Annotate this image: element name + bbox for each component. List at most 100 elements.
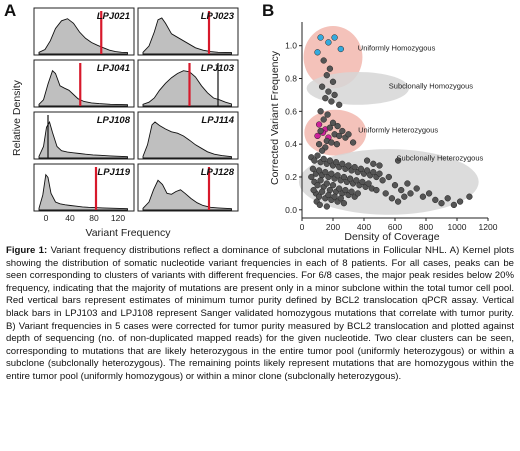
data-point-gray (379, 177, 386, 184)
data-point-gray (365, 180, 372, 187)
density-curve (142, 179, 232, 211)
data-point-gray (376, 162, 383, 169)
data-point-gray (320, 155, 327, 163)
data-point-gray (370, 168, 377, 176)
data-point-gray (323, 203, 330, 210)
data-point-gray (332, 159, 340, 166)
panel-a-ylabel: Relative Density (11, 79, 23, 156)
panel-a-xlabel: Variant Frequency (85, 227, 171, 239)
y-tick-label: 0.6 (285, 106, 297, 116)
data-point-gray (317, 127, 324, 135)
data-point-gray (326, 124, 334, 131)
data-point-gray (329, 119, 337, 126)
figure: A Relative Density LPJ021 LPJ023 LPJ041 LPJ… (4, 1, 498, 242)
data-point-gray (340, 173, 348, 181)
cluster-label: Uniformly Heterozygous (358, 126, 438, 135)
data-point-magenta (314, 132, 321, 140)
data-point-gray (334, 122, 341, 130)
data-point-gray (353, 177, 360, 184)
data-point-gray (326, 157, 334, 164)
data-point-gray (333, 141, 341, 148)
data-point-gray (340, 200, 348, 207)
data-point-gray (320, 57, 327, 64)
density-curve (142, 17, 232, 55)
density-curve (38, 69, 128, 107)
data-point-gray (382, 190, 389, 197)
x-tick-label: 1000 (448, 222, 467, 232)
x-tick-label: 1200 (479, 222, 498, 232)
data-point-gray (394, 157, 402, 164)
data-point-gray (318, 83, 326, 90)
panel-a-xtick: 120 (111, 213, 125, 223)
data-point-gray (388, 195, 396, 202)
data-point-gray (331, 91, 338, 99)
data-point-gray (336, 132, 343, 140)
data-point-cyan (317, 34, 324, 41)
data-point-gray (310, 186, 317, 194)
data-point-gray (363, 157, 371, 164)
panel-a-letter: A (4, 1, 16, 20)
data-point-gray (376, 170, 383, 177)
cluster-label: Uniformly Homozygous (358, 44, 436, 53)
data-point-gray (323, 180, 330, 187)
data-point-gray (316, 201, 323, 209)
data-point-gray (351, 163, 358, 171)
data-point-gray (315, 141, 323, 148)
data-point-gray (354, 190, 361, 197)
data-point-gray (385, 173, 392, 181)
kernel-panel-lpj023: LPJ023 (137, 7, 239, 56)
data-point-gray (346, 175, 354, 182)
kernel-panel-lpj021: LPJ021 (33, 7, 135, 56)
panel-b-letter: B (262, 1, 274, 20)
data-point-gray (394, 198, 402, 205)
data-point-gray (326, 65, 334, 72)
data-point-gray (325, 88, 332, 95)
density-curve (142, 121, 232, 159)
data-point-gray (323, 72, 330, 79)
data-point-gray (373, 186, 380, 194)
data-point-gray (318, 147, 326, 154)
data-point-gray (336, 185, 343, 192)
panel-b-ylabel: Corrected Variant Frequency (269, 50, 281, 185)
data-point-cyan (331, 34, 338, 41)
data-point-gray (328, 139, 335, 146)
data-point-gray (348, 188, 355, 195)
density-curve (38, 18, 128, 55)
data-point-cyan (314, 49, 321, 56)
data-point-gray (444, 195, 451, 202)
kernel-panel-lpj119: LPJ119 (33, 163, 135, 212)
data-point-gray (325, 191, 332, 199)
data-point-magenta (315, 121, 323, 128)
kernel-panel-lpj108: LPJ108 (33, 111, 135, 160)
caption-label: Figure 1: (6, 245, 48, 256)
case-label: LPJ114 (201, 115, 234, 126)
kernel-panel-lpj128: LPJ128 (137, 163, 239, 212)
data-point-gray (320, 116, 327, 123)
data-point-cyan (325, 39, 332, 46)
case-label: LPJ119 (97, 167, 130, 178)
data-point-gray (342, 186, 349, 194)
x-tick-label: 800 (419, 222, 433, 232)
data-point-gray (328, 170, 335, 177)
data-point-gray (337, 195, 344, 202)
data-point-gray (425, 190, 433, 197)
y-tick-label: 0.8 (285, 74, 297, 84)
data-point-gray (314, 152, 321, 159)
y-tick-label: 0.4 (285, 139, 297, 149)
data-point-gray (450, 201, 458, 209)
data-point-gray (363, 167, 371, 174)
panel-a-xtick: 80 (89, 213, 99, 223)
data-point-gray (328, 98, 335, 105)
data-point-gray (349, 139, 357, 146)
x-tick-label: 0 (300, 222, 305, 232)
panel-a-xtick: 40 (65, 213, 75, 223)
data-point-gray (329, 182, 337, 189)
data-point-gray (432, 196, 439, 204)
x-tick-label: 600 (388, 222, 402, 232)
data-point-gray (308, 173, 315, 181)
x-tick-label: 200 (326, 222, 340, 232)
kernel-panel-lpj041: LPJ041 (33, 59, 135, 108)
data-point-gray (391, 182, 399, 189)
data-point-gray (318, 188, 326, 195)
data-point-gray (398, 186, 405, 194)
